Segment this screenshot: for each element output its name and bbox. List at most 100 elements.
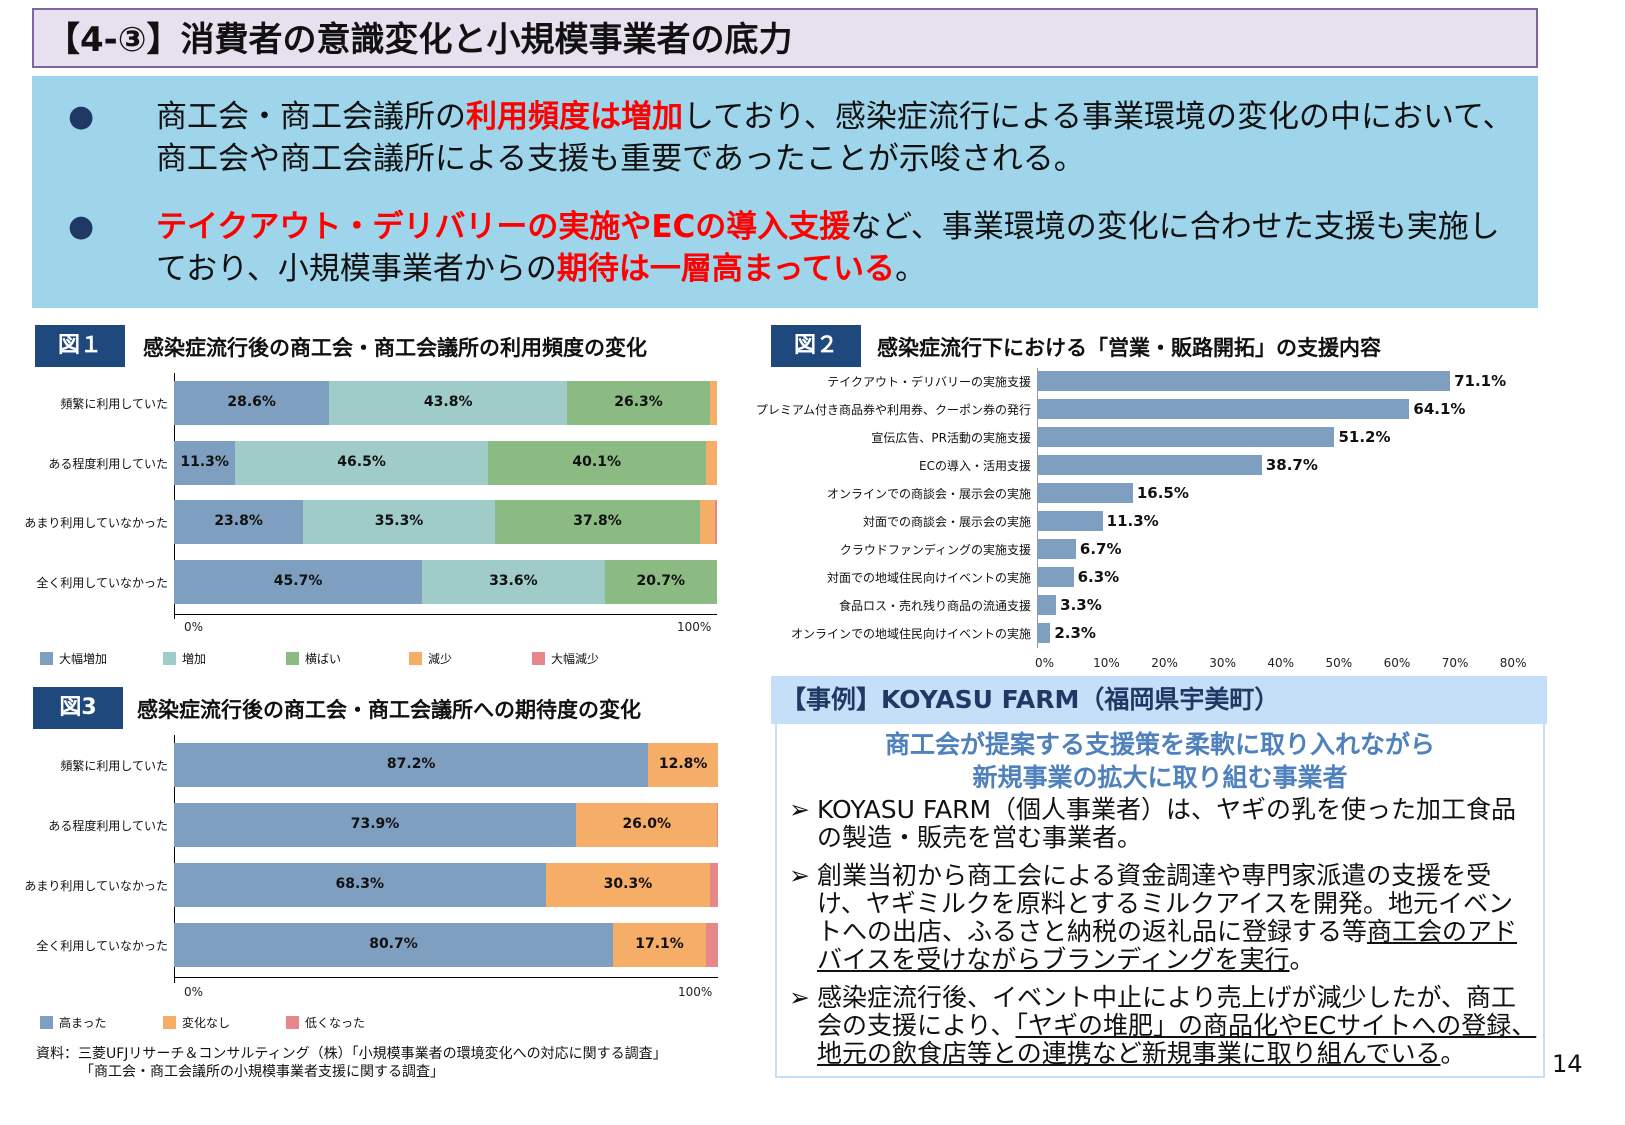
x-tick-label: 10% [1093,656,1120,670]
bar-segment [174,863,546,907]
bar-segment [494,500,701,544]
bar [1037,483,1133,503]
data-label: 51.2% [1338,428,1391,446]
x-tick-label: 0% [1035,656,1055,670]
x-tick-label: 40% [1267,656,1295,670]
bar-segment [709,381,717,425]
bar-segment [700,500,716,544]
bar [1037,539,1076,559]
source-line-2: 「商工会・商工会議所の小規模事業者支援に関する調査」 [80,1064,444,1080]
data-label: 11.3% [1106,512,1159,530]
data-label: 30.3% [603,876,653,892]
category-label: ある程度利用していた [48,819,168,833]
x-tick-label: 30% [1209,656,1236,670]
category-label: 対面での地域住民向けイベントの実施 [826,571,1031,585]
y-axis-line [174,735,175,983]
data-label: 64.1% [1413,400,1466,418]
case-paragraph-1: ➢ KOYASU FARM（個人事業者）は、ヤギの乳を使った加工食品の製造・販売を… [789,796,1537,852]
legend-label: 減少 [428,652,453,666]
legend-swatch [532,652,545,665]
bar-segment [567,381,710,425]
case-subtitle-2: 新規事業の拡大に取り組む事業者 [972,763,1348,792]
category-label: あまり利用していなかった [24,516,168,530]
case-header: 【事例】KOYASU FARM（福岡県宇美町） [771,676,1547,724]
legend-item: 増加 [163,650,206,667]
legend-label: 変化なし [182,1016,231,1030]
page-title: 【4-③】消費者の意識変化と小規模事業者の底力 [32,8,1538,68]
bar [1037,623,1051,643]
text: 。 [1289,945,1315,974]
data-label: 45.7% [273,572,323,589]
data-label: 40.1% [572,453,621,470]
x-axis-line [174,977,718,978]
legend-swatch [163,652,176,665]
legend-label: 低くなった [305,1016,366,1030]
category-label: 頻繁に利用していた [60,397,168,411]
case-body: 商工会が提案する支援策を柔軟に取り入れながら 新規事業の拡大に取り組む事業者 ➢… [775,724,1545,1078]
y-axis-line [174,373,175,619]
x-tick-label: 20% [1151,656,1178,670]
bar-segment [715,500,717,544]
highlight: 利用頻度は増加 [466,99,683,135]
text: 商工会・商工会議所の [156,99,466,135]
x-axis-line [174,613,717,615]
text: 感染症流行後、イベント中止により売上げが減少したが、商工会の支援により、 [817,983,1517,1040]
y-axis-line [1037,368,1038,648]
text: KOYASU FARM（個人事業者）は、ヤギの乳を使った加工食品の製造・販売を営… [817,795,1517,852]
text: 。 [1440,1039,1466,1068]
bar-segment [545,863,711,907]
category-label: テイクアウト・デリバリーの実施支援 [827,375,1031,389]
fig2-label: 図２ [771,325,861,367]
highlight: テイクアウト・デリバリーの実施やECの導入支援 [156,209,851,245]
bar-segment [706,923,718,967]
data-label: 3.3% [1060,596,1102,614]
source-line-1: 資料：三菱UFJリサーチ＆コンサルティング（株）「小規模事業者の環境変化への対応… [36,1046,667,1062]
x-tick-label: 60% [1383,656,1411,670]
data-label: 12.8% [658,756,708,772]
data-label: 37.8% [573,513,622,529]
category-label: あまり利用していなかった [24,879,168,893]
legend-label: 大幅増加 [59,652,108,666]
data-label: 2.3% [1054,624,1096,642]
legend-item: 大幅減少 [532,650,599,667]
data-label: 17.1% [635,936,684,952]
legend-item: 低くなった [286,1014,365,1031]
x-tick-label: 0% [184,985,204,999]
category-label: オンラインでの地域住民向けイベントの実施 [790,627,1031,641]
bar-segment [487,440,706,485]
bar-segment [710,863,718,907]
bar-segment [604,559,717,604]
x-tick-label: 100% [678,985,713,999]
category-label: 対面での商談会・展示会の実施 [862,515,1031,529]
category-label: 全く利用していなかった [36,575,168,590]
legend-item: 大幅増加 [40,650,107,667]
data-label: 38.7% [1265,456,1318,474]
bar [1037,427,1335,447]
data-label: 6.3% [1077,568,1120,586]
bar-segment [174,803,577,847]
bar-segment [705,440,717,485]
fig3-title: 感染症流行後の商工会・商工会議所への期待度の変化 [137,698,641,722]
category-label: オンラインでの商談会・展示会の実施 [826,487,1031,501]
bar [1037,371,1451,391]
highlight: 期待は一層高まっている [556,251,896,287]
underlined-text: 商工会のアドバイスを受けながらブランディングを実行 [817,917,1518,974]
legend-swatch [40,652,53,665]
legend-label: 大幅減少 [551,652,600,666]
case-subtitle-1: 商工会が提案する支援策を柔軟に取り入れながら [884,730,1435,759]
bar-segment [648,743,718,787]
data-label: 6.7% [1079,540,1122,558]
data-label: 71.1% [1454,372,1507,390]
text: 。 [895,251,927,287]
arrow-right-icon: ➢ [789,795,810,824]
case-paragraph-2: ➢ 創業当初から商工会による資金調達や専門家派遣の支援を受け、ヤギミルクを原料とす… [789,862,1537,974]
bar [1037,595,1057,615]
category-label: 宣伝広告、PR活動の実施支援 [871,431,1031,445]
legend-label: 横ばい [305,652,342,666]
data-label: 68.3% [335,876,385,892]
fig2-title: 感染症流行下における「営業・販路開拓」の支援内容 [877,336,1381,360]
bar-segment [174,440,236,485]
underlined-text: 「ヤギの堆肥」の商品化やECサイトへの登録、地元の飲食店等との連携など新規事業に… [817,1011,1537,1068]
text: など、事業環境の変化に合わせた支援も実施しており、小規模事業者からの [156,209,1500,287]
bar [1037,399,1410,419]
